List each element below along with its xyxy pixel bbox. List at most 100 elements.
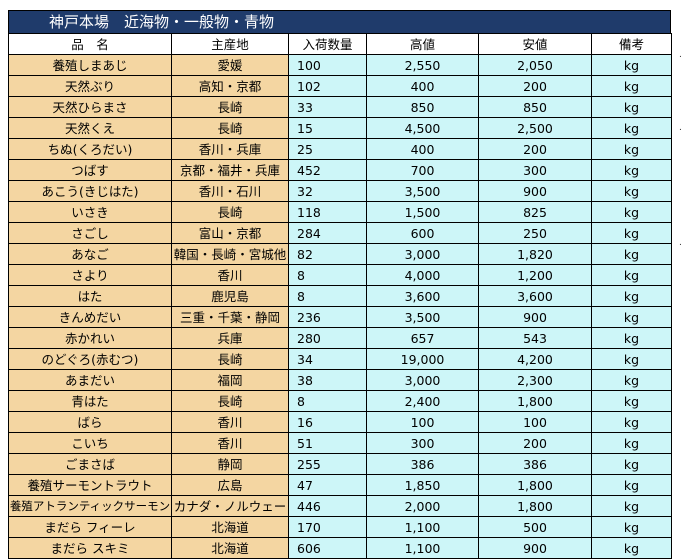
high-price-cell: 1,100 bbox=[366, 537, 479, 559]
item-name-cell: 天然ひらまさ bbox=[8, 96, 172, 118]
high-price-cell: 3,600 bbox=[366, 285, 479, 307]
quantity-cell: 8 bbox=[288, 390, 367, 412]
price-sheet: 神戸本場 近海物・一般物・青物 品 名 主産地 入荷数量 高値 安値 備考 養殖… bbox=[8, 10, 672, 559]
quantity-cell: 16 bbox=[288, 411, 367, 433]
table-row: 養殖しまあじ 愛媛 100 2,550 2,050 kg bbox=[8, 54, 672, 76]
quantity-cell: 236 bbox=[288, 306, 367, 328]
note-cell: kg bbox=[591, 537, 672, 559]
table-row: 養殖アトランティックサーモン カナダ・ノルウェー 446 2,000 1,800 kg bbox=[8, 495, 672, 517]
high-price-cell: 657 bbox=[366, 327, 479, 349]
quantity-cell: 51 bbox=[288, 432, 367, 454]
origin-cell: 長崎 bbox=[171, 390, 289, 412]
origin-cell: 香川・兵庫 bbox=[171, 138, 289, 160]
origin-cell: 長崎 bbox=[171, 201, 289, 223]
low-price-cell: 2,050 bbox=[478, 54, 592, 76]
note-cell: kg bbox=[591, 453, 672, 475]
note-cell: kg bbox=[591, 306, 672, 328]
header-row: 品 名 主産地 入荷数量 高値 安値 備考 bbox=[8, 33, 672, 55]
edge-mark: . bbox=[679, 123, 682, 133]
low-price-cell: 3,600 bbox=[478, 285, 592, 307]
low-price-cell: 300 bbox=[478, 159, 592, 181]
item-name-cell: 赤かれい bbox=[8, 327, 172, 349]
origin-cell: 鹿児島 bbox=[171, 285, 289, 307]
item-name-cell: 養殖アトランティックサーモン bbox=[8, 495, 172, 517]
item-name-cell: のどぐろ(赤むつ) bbox=[8, 348, 172, 370]
high-price-cell: 19,000 bbox=[366, 348, 479, 370]
note-cell: kg bbox=[591, 369, 672, 391]
table-row: さごし 富山・京都 284 600 250 kg bbox=[8, 222, 672, 244]
high-price-cell: 1,100 bbox=[366, 516, 479, 538]
table-row: ちぬ(くろだい) 香川・兵庫 25 400 200 kg bbox=[8, 138, 672, 160]
note-cell: kg bbox=[591, 117, 672, 139]
low-price-cell: 100 bbox=[478, 411, 592, 433]
item-name-cell: いさき bbox=[8, 201, 172, 223]
origin-cell: 韓国・長崎・宮城他 bbox=[171, 243, 289, 265]
table-row: 養殖サーモントラウト 広島 47 1,850 1,800 kg bbox=[8, 474, 672, 496]
note-cell: kg bbox=[591, 222, 672, 244]
table-row: ごまさば 静岡 255 386 386 kg bbox=[8, 453, 672, 475]
column-header-origin: 主産地 bbox=[171, 33, 289, 55]
table-row: のどぐろ(赤むつ) 長崎 34 19,000 4,200 kg bbox=[8, 348, 672, 370]
edge-mark: . bbox=[679, 50, 682, 60]
low-price-cell: 543 bbox=[478, 327, 592, 349]
origin-cell: 広島 bbox=[171, 474, 289, 496]
quantity-cell: 8 bbox=[288, 285, 367, 307]
table-row: あなご 韓国・長崎・宮城他 82 3,000 1,820 kg bbox=[8, 243, 672, 265]
note-cell: kg bbox=[591, 432, 672, 454]
table-row: つばす 京都・福井・兵庫 452 700 300 kg bbox=[8, 159, 672, 181]
low-price-cell: 1,800 bbox=[478, 495, 592, 517]
note-cell: kg bbox=[591, 180, 672, 202]
high-price-cell: 600 bbox=[366, 222, 479, 244]
item-name-cell: ごまさば bbox=[8, 453, 172, 475]
low-price-cell: 250 bbox=[478, 222, 592, 244]
low-price-cell: 900 bbox=[478, 306, 592, 328]
origin-cell: 高知・京都 bbox=[171, 75, 289, 97]
item-name-cell: はた bbox=[8, 285, 172, 307]
item-name-cell: 養殖サーモントラウト bbox=[8, 474, 172, 496]
origin-cell: 静岡 bbox=[171, 453, 289, 475]
note-cell: kg bbox=[591, 495, 672, 517]
item-name-cell: まだら スキミ bbox=[8, 537, 172, 559]
column-header-quantity: 入荷数量 bbox=[288, 33, 367, 55]
note-cell: kg bbox=[591, 348, 672, 370]
item-name-cell: さごし bbox=[8, 222, 172, 244]
edge-mark: . bbox=[679, 238, 682, 248]
quantity-cell: 118 bbox=[288, 201, 367, 223]
origin-cell: 長崎 bbox=[171, 96, 289, 118]
high-price-cell: 2,400 bbox=[366, 390, 479, 412]
quantity-cell: 47 bbox=[288, 474, 367, 496]
high-price-cell: 1,850 bbox=[366, 474, 479, 496]
table-row: こいち 香川 51 300 200 kg bbox=[8, 432, 672, 454]
column-header-low-price: 安値 bbox=[478, 33, 592, 55]
table-row: きんめだい 三重・千葉・静岡 236 3,500 900 kg bbox=[8, 306, 672, 328]
origin-cell: 愛媛 bbox=[171, 54, 289, 76]
table-row: 赤かれい 兵庫 280 657 543 kg bbox=[8, 327, 672, 349]
note-cell: kg bbox=[591, 159, 672, 181]
high-price-cell: 2,000 bbox=[366, 495, 479, 517]
quantity-cell: 32 bbox=[288, 180, 367, 202]
table-row: ばら 香川 16 100 100 kg bbox=[8, 411, 672, 433]
table-row: さより 香川 8 4,000 1,200 kg bbox=[8, 264, 672, 286]
quantity-cell: 446 bbox=[288, 495, 367, 517]
high-price-cell: 100 bbox=[366, 411, 479, 433]
origin-cell: 福岡 bbox=[171, 369, 289, 391]
column-header-name: 品 名 bbox=[8, 33, 172, 55]
origin-cell: 香川 bbox=[171, 411, 289, 433]
high-price-cell: 3,000 bbox=[366, 369, 479, 391]
low-price-cell: 900 bbox=[478, 180, 592, 202]
quantity-cell: 280 bbox=[288, 327, 367, 349]
high-price-cell: 3,000 bbox=[366, 243, 479, 265]
quantity-cell: 284 bbox=[288, 222, 367, 244]
note-cell: kg bbox=[591, 390, 672, 412]
origin-cell: 香川 bbox=[171, 264, 289, 286]
note-cell: kg bbox=[591, 96, 672, 118]
quantity-cell: 38 bbox=[288, 369, 367, 391]
item-name-cell: あこう(きじはた) bbox=[8, 180, 172, 202]
table-row: まだら スキミ 北海道 606 1,100 900 kg bbox=[8, 537, 672, 559]
low-price-cell: 2,500 bbox=[478, 117, 592, 139]
item-name-cell: あまだい bbox=[8, 369, 172, 391]
quantity-cell: 606 bbox=[288, 537, 367, 559]
low-price-cell: 1,820 bbox=[478, 243, 592, 265]
price-table: 品 名 主産地 入荷数量 高値 安値 備考 養殖しまあじ 愛媛 100 2,550 2,… bbox=[8, 33, 672, 559]
low-price-cell: 500 bbox=[478, 516, 592, 538]
